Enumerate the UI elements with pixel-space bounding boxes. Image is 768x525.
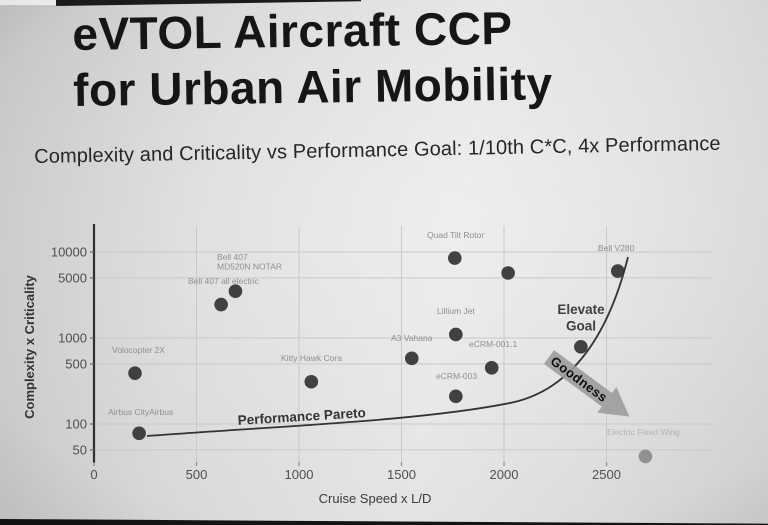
goal-label: Elevate Goal <box>557 302 605 334</box>
label-line: Elevate <box>557 302 605 317</box>
y-tick-label: 100 <box>65 417 87 432</box>
data-point <box>304 374 319 389</box>
data-point <box>449 389 463 404</box>
label-line: MD520N NOTAR <box>217 262 282 272</box>
data-point <box>128 366 142 380</box>
y-tick-label: 50 <box>73 442 87 457</box>
label-line: Lillium Jet <box>437 306 475 316</box>
x-tick-label: 1000 <box>285 467 314 482</box>
y-tick-label: 1000 <box>58 331 87 346</box>
goodness-arrow: Goodness <box>543 350 630 417</box>
x-tick-label: 2000 <box>490 467 519 482</box>
goodness-arrow-head <box>597 386 630 417</box>
label-line: Volocopter 2X <box>112 345 165 355</box>
data-point-label: Quad Tilt Rotor <box>427 230 484 240</box>
data-point-label: Volocopter 2X <box>112 345 165 355</box>
data-point <box>638 449 653 464</box>
label-line: Quad Tilt Rotor <box>427 230 484 240</box>
data-point-label: Bell 407 all electric <box>188 276 260 286</box>
x-tick-label: 0 <box>90 467 97 482</box>
data-point <box>214 297 228 312</box>
label-line: Goal <box>566 319 596 334</box>
data-point <box>448 251 462 265</box>
x-tick-label: 500 <box>186 467 208 482</box>
label-line: Electric Fixed Wing <box>607 427 680 437</box>
data-point-label: Lillium Jet <box>437 306 475 316</box>
data-point <box>501 266 515 280</box>
label-line: Bell V280 <box>598 243 635 253</box>
data-point-label: Electric Fixed Wing <box>607 427 680 437</box>
x-tick-label: 2500 <box>592 467 621 482</box>
goodness-arrow-shaft <box>543 350 612 407</box>
data-point-label: Bell V280 <box>598 243 635 253</box>
y-tick-label: 500 <box>65 356 87 371</box>
data-point-label: eCRM-003 <box>436 371 477 381</box>
pareto-curve <box>146 256 629 437</box>
data-point <box>228 284 243 299</box>
data-point-label: eCRM-001.1 <box>469 339 517 349</box>
label-line: eCRM-003 <box>436 371 477 381</box>
label-line: Airbus CityAirbus <box>108 407 173 417</box>
data-point <box>484 361 499 375</box>
y-tick-label: 10000 <box>51 245 87 260</box>
data-point-label: Airbus CityAirbus <box>108 407 173 417</box>
data-point <box>574 340 588 354</box>
data-point <box>404 351 419 366</box>
data-point-label: Kitty Hawk Cora <box>281 353 342 363</box>
label-line: eCRM-001.1 <box>469 339 517 349</box>
data-point <box>610 264 625 278</box>
label-line: Kitty Hawk Cora <box>281 353 342 363</box>
label-line: Bell 407 <box>217 252 248 262</box>
label-line: A3 Vahana <box>391 333 433 343</box>
label-line: Bell 407 all electric <box>188 276 260 286</box>
x-axis-title: Cruise Speed x L/D <box>319 491 432 506</box>
photo-top-sliver <box>0 0 64 5</box>
y-axis-title: Complexity x Criticality <box>22 274 37 419</box>
data-point <box>132 426 146 441</box>
data-point <box>449 327 463 342</box>
x-tick-label: 1500 <box>387 467 416 482</box>
y-tick-label: 5000 <box>58 270 87 285</box>
data-point-label: Bell 407 MD520N NOTAR <box>217 252 282 272</box>
data-point-label: A3 Vahana <box>391 333 433 343</box>
